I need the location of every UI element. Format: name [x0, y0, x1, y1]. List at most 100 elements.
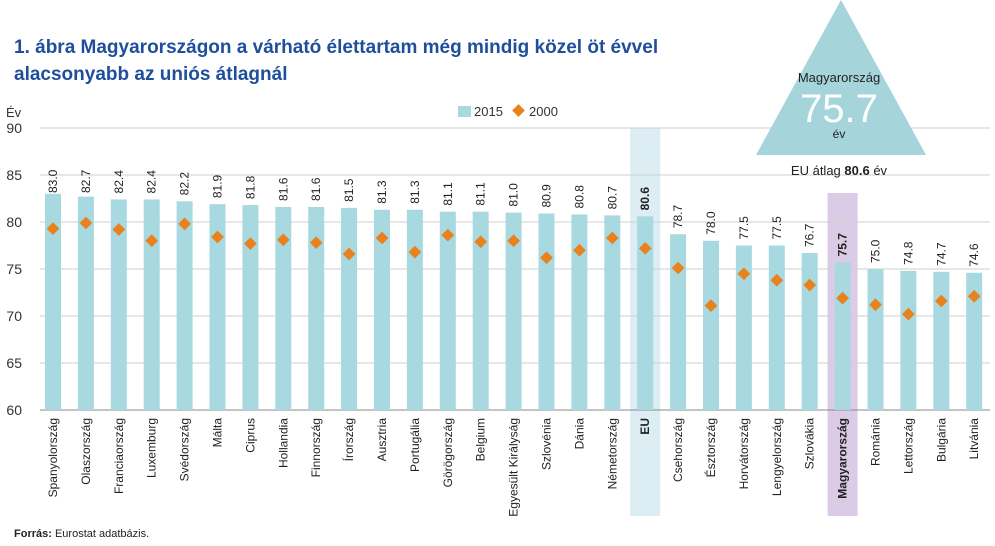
value-label-görögország: 81.1	[441, 182, 455, 206]
y-tick-label: 60	[6, 402, 22, 418]
category-label-luxemburg: Luxemburg	[145, 418, 159, 478]
bar-2015-szlovákia	[801, 253, 818, 410]
marker-2000-belgium	[474, 235, 488, 249]
value-label-portugália: 81.3	[408, 180, 422, 204]
value-label-belgium: 81.1	[474, 182, 488, 206]
category-label-olaszország: Olaszország	[79, 418, 93, 485]
legend-label-2015: 2015	[474, 104, 503, 119]
legend-swatch-2015	[458, 106, 471, 117]
value-label-hollandia: 81.6	[276, 177, 290, 201]
value-label-dánia: 80.8	[572, 185, 586, 209]
marker-2000-egyesült-királyság	[507, 234, 520, 248]
y-tick-label: 80	[6, 214, 22, 230]
bar-2015-litvánia	[966, 272, 983, 410]
bar-2015-svédország	[176, 201, 193, 410]
legend-label-2000: 2000	[529, 104, 558, 119]
eu-average-note: EU átlag 80.6 év	[791, 163, 888, 178]
bar-2015-görögország	[439, 211, 456, 410]
bar-2015-spanyolország	[45, 193, 61, 410]
y-tick-label: 65	[6, 355, 22, 371]
value-label-németország: 80.7	[605, 186, 619, 210]
value-label-egyesült-királyság: 81.0	[507, 183, 521, 207]
category-label-spanyolország: Spanyolország	[46, 418, 60, 497]
category-label-horvátország: Horvátország	[737, 418, 751, 489]
bar-2015-egyesült-királyság	[505, 212, 522, 410]
value-label-luxemburg: 82.4	[145, 170, 159, 194]
bar-2015-hollandia	[275, 206, 292, 410]
marker-2000-írország	[342, 247, 356, 261]
value-label-ausztria: 81.3	[375, 180, 389, 204]
category-label-románia: Románia	[869, 418, 883, 466]
category-label-írország: Írország	[341, 418, 356, 461]
value-label-lengyelország: 77.5	[770, 216, 784, 240]
bar-2015-eu	[637, 216, 654, 410]
bar-2015-románia	[867, 269, 884, 410]
eu-average-prefix: EU átlag	[791, 163, 844, 178]
bar-2015-csehország	[670, 234, 687, 410]
value-label-csehország: 78.7	[671, 205, 685, 229]
bar-2015-finnország	[308, 206, 325, 410]
bar-2015-ausztria	[374, 209, 390, 410]
bar-2015-magyarország	[834, 262, 851, 410]
bar-2015-franciaország	[110, 199, 127, 410]
marker-2000-spanyolország	[46, 222, 60, 235]
marker-2000-ciprus	[244, 237, 257, 250]
value-label-svédország: 82.2	[178, 172, 192, 196]
value-label-lettország: 74.8	[901, 241, 915, 265]
category-label-egyesült-királyság: Egyesült Királyság	[507, 418, 521, 517]
callout-value: 75.7	[800, 87, 878, 131]
marker-2000-franciaország	[112, 223, 126, 236]
y-tick-label: 75	[6, 261, 22, 277]
bar-2015-málta	[209, 204, 226, 410]
category-label-svédország: Svédország	[178, 418, 192, 481]
marker-2000-görögország	[441, 228, 455, 242]
source-text: Eurostat adatbázis.	[54, 528, 150, 540]
source-label: Forrás:	[14, 528, 52, 540]
value-label-románia: 75.0	[869, 239, 883, 263]
chart-title: 1. ábra Magyarországon a várható élettar…	[14, 37, 659, 85]
bar-2015-belgium	[472, 211, 489, 410]
marker-2000-svédország	[178, 217, 191, 231]
marker-2000-ausztria	[375, 231, 389, 245]
value-label-horvátország: 77.5	[737, 216, 751, 240]
value-label-eu: 80.6	[638, 187, 652, 211]
bar-2015-szlovénia	[538, 213, 555, 410]
category-label-ciprus: Ciprus	[243, 418, 257, 453]
callout-triangle	[756, 0, 926, 155]
category-label-csehország: Csehország	[671, 418, 685, 482]
bar-2015-észtország	[703, 240, 719, 410]
bar-2015-dánia	[571, 214, 588, 410]
value-label-bulgária: 74.7	[934, 242, 948, 266]
value-label-írország: 81.5	[342, 178, 356, 202]
category-label-eu: EU	[638, 418, 652, 435]
y-tick-label: 90	[6, 120, 22, 136]
value-label-litvánia: 74.6	[967, 243, 981, 267]
bar-2015-olaszország	[77, 196, 94, 410]
bar-2015-luxemburg	[143, 199, 160, 410]
bar-2015-horvátország	[735, 245, 752, 410]
marker-2000-portugália	[408, 245, 422, 259]
y-tick-label: 70	[6, 308, 22, 324]
value-label-ciprus: 81.8	[243, 175, 257, 199]
marker-2000-olaszország	[79, 216, 93, 230]
category-label-bulgária: Bulgária	[934, 418, 948, 462]
category-label-franciaország: Franciaország	[112, 418, 126, 494]
value-label-szlovákia: 76.7	[803, 223, 817, 247]
category-label-portugália: Portugália	[408, 418, 422, 472]
y-axis-label: Év	[6, 105, 22, 120]
value-label-finnország: 81.6	[309, 177, 323, 201]
bar-2015-lengyelország	[768, 245, 785, 410]
bar-2015-bulgária	[933, 271, 950, 410]
value-label-észtország: 78.0	[704, 211, 718, 235]
callout-unit: év	[833, 127, 846, 141]
category-label-ausztria: Ausztria	[375, 418, 389, 462]
category-label-lettország: Lettország	[901, 418, 915, 474]
category-label-hollandia: Hollandia	[276, 418, 290, 468]
category-label-málta: Málta	[211, 418, 225, 448]
category-label-görögország: Görögország	[441, 418, 455, 487]
legend-marker-2000	[512, 104, 525, 117]
bar-2015-németország	[604, 215, 621, 410]
category-label-lengyelország: Lengyelország	[770, 418, 784, 496]
bar-2015-lettország	[900, 270, 917, 410]
